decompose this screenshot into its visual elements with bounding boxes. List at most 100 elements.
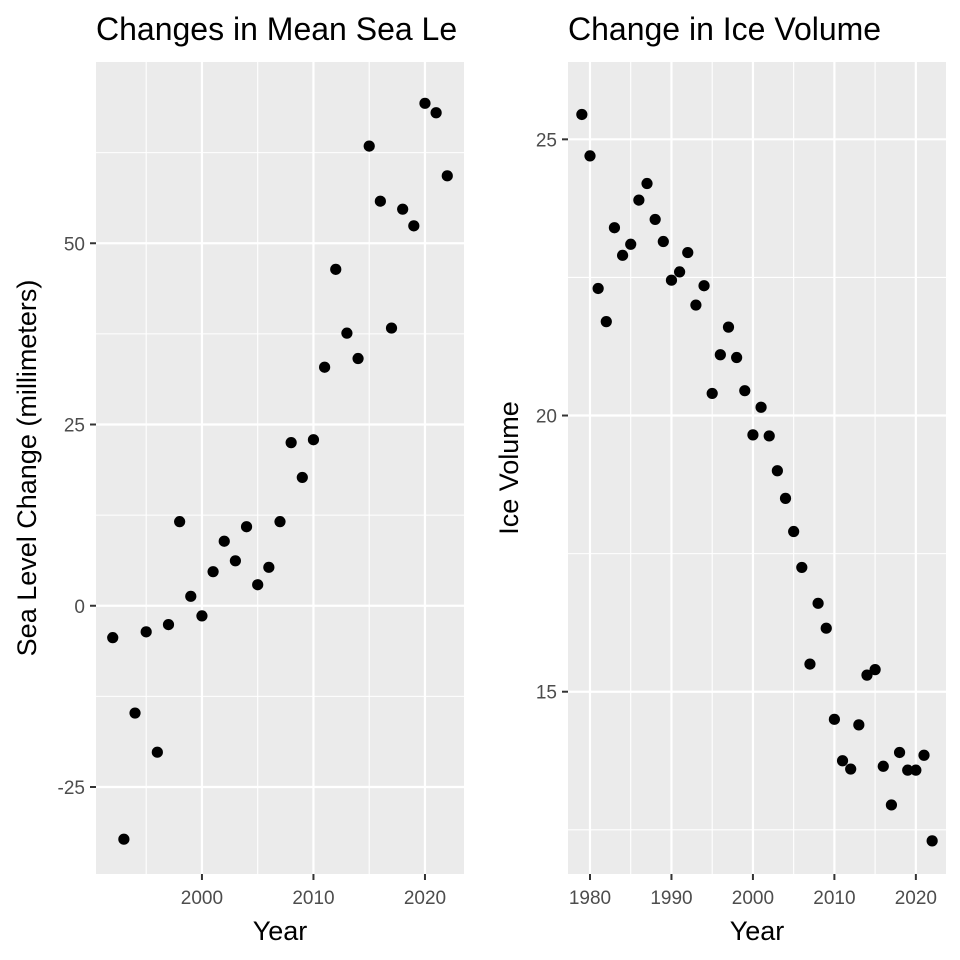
sea-level-data-point	[107, 632, 119, 644]
ice-volume-data-point	[885, 799, 898, 811]
sea-level-data-point	[285, 437, 297, 449]
ice-volume-data-point	[788, 525, 800, 538]
sea-level-data-point	[352, 352, 364, 365]
ice-volume-data-point	[796, 561, 808, 574]
ice-volume-data-point	[633, 194, 645, 206]
sea-level-data-point	[374, 195, 386, 207]
ice-volume-data-point	[698, 280, 710, 292]
sea-level-data-point	[151, 746, 163, 758]
sea-level-data-point	[263, 561, 275, 573]
ice-volume-data-point	[706, 387, 718, 400]
ice-volume-x-tick-label: 1980	[569, 888, 611, 909]
ice-volume-data-point	[853, 719, 865, 731]
ice-volume-data-point	[926, 835, 938, 847]
ice-volume-data-point	[714, 349, 726, 361]
ice-volume-x-axis-title: Year	[730, 916, 785, 946]
ice-volume-x-tick-label: 2020	[895, 888, 937, 909]
ice-volume-data-point	[731, 351, 743, 364]
sea-level-data-point	[397, 203, 409, 215]
ice-volume-data-point	[820, 622, 832, 634]
ice-volume-data-point	[861, 669, 873, 681]
ice-volume-x-tick-label: 2000	[732, 888, 774, 909]
ice-volume-data-point	[755, 401, 767, 413]
ice-volume-data-point	[682, 246, 694, 259]
ice-volume-x-tick-label: 2010	[813, 888, 855, 909]
sea-level-data-point	[196, 610, 208, 622]
ice-volume-y-axis-title: Ice Volume	[494, 401, 524, 535]
ice-volume-data-point	[812, 597, 824, 609]
ice-volume-x-tick-label: 1990	[650, 888, 692, 909]
sea-level-y-tick-label: -25	[58, 778, 85, 799]
sea-level-data-point	[319, 361, 331, 373]
ice-volume-data-point	[771, 465, 783, 477]
sea-level-data-point	[185, 590, 197, 602]
sea-level-data-point	[229, 555, 241, 567]
ice-volume-chart-title: Change in Ice Volume	[568, 11, 881, 47]
sea-level-data-point	[385, 322, 398, 334]
sea-level-data-point	[218, 535, 230, 547]
sea-level-data-point	[296, 471, 308, 484]
sea-level-data-point	[419, 97, 431, 109]
sea-level-panel-background	[96, 62, 464, 874]
sea-level-y-tick-label: 25	[64, 416, 85, 437]
sea-level-data-point	[118, 833, 130, 845]
sea-level-data-point	[363, 140, 375, 152]
sea-level-x-tick-label: 2000	[181, 888, 223, 909]
sea-level-data-point	[330, 263, 342, 275]
ice-volume-data-point	[616, 249, 629, 261]
ice-volume-data-point	[779, 492, 792, 504]
sea-level-y-tick-label: 0	[74, 597, 85, 618]
ice-volume-data-point	[902, 764, 914, 776]
sea-level-data-point	[252, 579, 264, 591]
ice-volume-data-point	[918, 749, 930, 761]
sea-level-data-point	[430, 107, 442, 119]
ice-volume-data-point	[828, 713, 840, 725]
ice-volume-data-point	[649, 213, 661, 226]
sea-level-data-point	[341, 327, 353, 339]
ice-volume-data-point	[576, 108, 588, 121]
ice-volume-data-point	[869, 664, 881, 676]
ice-volume-data-point	[690, 299, 702, 311]
sea-level-data-point	[140, 626, 152, 638]
ice-volume-data-point	[804, 658, 816, 670]
ice-volume-data-point	[665, 274, 678, 286]
ice-volume-data-point	[657, 235, 669, 248]
ice-volume-data-point	[763, 430, 775, 442]
sea-level-data-point	[274, 516, 286, 528]
ice-volume-data-point	[877, 760, 889, 772]
ice-volume-data-point	[641, 177, 653, 190]
sea-level-y-tick-label: 50	[64, 234, 85, 255]
ice-volume-chart: 1980 1990 2000 2010 2020 15 20 25 Change in Ice …	[494, 11, 946, 946]
ice-volume-data-point	[625, 238, 637, 250]
sea-level-x-tick-label: 2010	[292, 888, 334, 909]
ice-volume-data-point	[600, 316, 612, 328]
ice-volume-data-point	[739, 385, 751, 397]
ice-volume-data-point	[893, 746, 906, 759]
ice-volume-data-point	[910, 764, 922, 776]
sea-level-data-point	[207, 566, 219, 578]
ice-volume-y-tick-label: 15	[536, 683, 557, 704]
sea-level-data-point	[162, 619, 175, 631]
ice-volume-panel-background	[568, 62, 946, 874]
sea-level-chart-title: Changes in Mean Sea Le	[96, 11, 457, 47]
sea-level-chart: 2000 2010 2020 -25 0 25 50 Changes in Mean Sea …	[12, 11, 464, 946]
sea-level-data-point	[240, 521, 253, 533]
ice-volume-data-point	[722, 321, 735, 333]
sea-level-data-point	[441, 170, 453, 182]
ice-volume-data-point	[674, 266, 686, 278]
ice-volume-data-point	[836, 755, 849, 767]
ice-volume-y-tick-label: 25	[536, 130, 557, 151]
sea-level-data-point	[408, 220, 420, 232]
sea-level-data-point	[129, 707, 141, 719]
ice-volume-data-point	[747, 429, 759, 441]
ice-volume-y-tick-label: 20	[536, 407, 557, 428]
ice-volume-data-point	[584, 150, 596, 162]
sea-level-data-point	[307, 434, 320, 446]
ice-volume-data-point	[608, 222, 621, 234]
sea-level-x-axis-title: Year	[253, 916, 308, 946]
sea-level-x-tick-label: 2020	[404, 888, 446, 909]
ice-volume-data-point	[592, 282, 604, 295]
sea-level-y-axis-title: Sea Level Change (millimeters)	[12, 280, 42, 657]
sea-level-data-point	[174, 516, 186, 528]
